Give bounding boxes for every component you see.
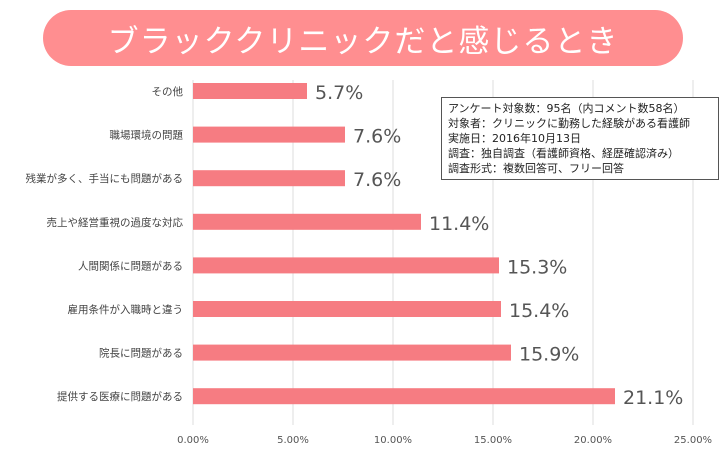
note-line: 調査形式：複数回答可、フリー回答 (448, 162, 624, 175)
note-line: 調査：独自調査（看護師資格、経歴確認済み） (448, 147, 679, 160)
bar (193, 301, 501, 317)
value-label: 11.4% (429, 213, 489, 235)
x-tick-label: 20.00% (574, 435, 612, 446)
value-label: 15.9% (519, 344, 579, 366)
bar (193, 170, 345, 187)
value-label: 7.6% (353, 169, 401, 191)
bar (193, 213, 421, 230)
value-label: 5.7% (315, 82, 363, 104)
x-tick-label: 5.00% (277, 435, 309, 446)
category-label: 院長に問題がある (99, 347, 183, 360)
bar (193, 344, 511, 361)
category-label: 職場環境の問題 (110, 129, 184, 142)
x-tick-label: 0.00% (177, 435, 209, 446)
x-tick-label: 10.00% (374, 435, 412, 446)
category-label: その他 (152, 85, 184, 98)
category-label: 提供する医療に問題がある (57, 390, 183, 403)
value-label: 15.3% (507, 256, 567, 278)
x-tick-label: 15.00% (474, 435, 512, 446)
note-line: 対象者：クリニックに勤務した経験がある看護師 (448, 117, 690, 130)
value-label: 21.1% (623, 387, 683, 409)
bar (193, 388, 615, 405)
note-line: アンケート対象数：95名（内コメント数58名） (448, 102, 685, 115)
note-line: 実施日：2016年10月13日 (448, 132, 581, 145)
bar (193, 126, 345, 143)
value-label: 15.4% (509, 300, 569, 322)
value-label: 7.6% (353, 126, 401, 148)
category-label: 人間関係に問題がある (78, 259, 183, 272)
page-title: ブラッククリニックだと感じるとき (107, 23, 619, 60)
x-tick-label: 25.00% (674, 435, 712, 446)
category-label: 雇用条件が入職時と違う (68, 303, 184, 316)
category-label: 残業が多く、手当にも問題がある (26, 172, 184, 185)
survey-note-box: アンケート対象数：95名（内コメント数58名） 対象者：クリニックに勤務した経験… (441, 97, 719, 180)
bar (193, 257, 499, 274)
title-banner: ブラッククリニックだと感じるとき (43, 10, 683, 66)
category-label: 売上や経営重視の過度な対応 (47, 216, 184, 229)
bar (193, 83, 307, 99)
